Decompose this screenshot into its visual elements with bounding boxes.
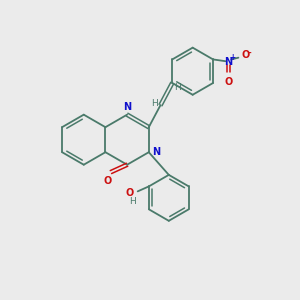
Text: H: H (151, 99, 158, 108)
Text: H: H (174, 83, 181, 92)
Text: O: O (224, 77, 232, 87)
Text: +: + (230, 53, 236, 62)
Text: N: N (224, 57, 232, 67)
Text: O: O (242, 50, 250, 60)
Text: O: O (125, 188, 134, 198)
Text: -: - (247, 49, 251, 58)
Text: H: H (129, 196, 136, 206)
Text: N: N (152, 147, 160, 157)
Text: O: O (103, 176, 112, 186)
Text: N: N (123, 102, 131, 112)
